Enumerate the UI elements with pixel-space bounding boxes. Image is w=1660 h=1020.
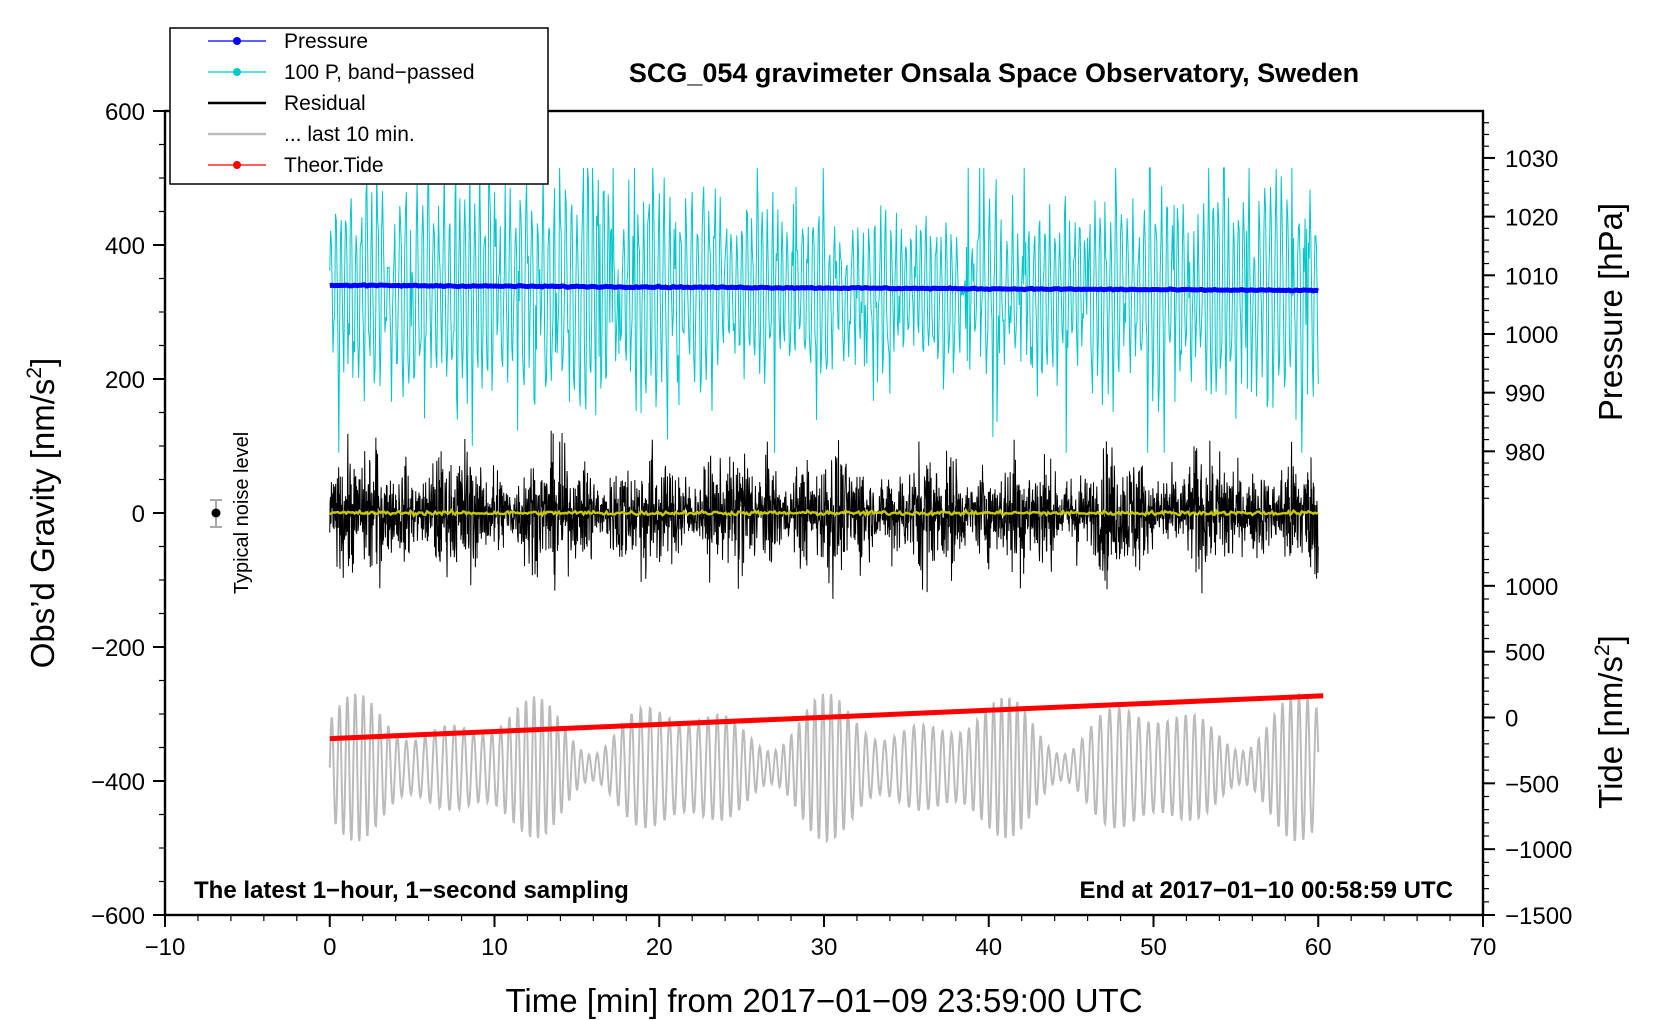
pressure-line bbox=[329, 282, 1319, 294]
legend-item: Residual bbox=[208, 92, 366, 115]
x-tick-label: 50 bbox=[1140, 934, 1167, 961]
noise-level-marker: Typical noise level bbox=[210, 432, 253, 594]
series-band-passed-pressure bbox=[329, 167, 1319, 453]
y-tick-label: −400 bbox=[91, 769, 145, 796]
x-tick-label: 70 bbox=[1470, 934, 1497, 961]
residual-line bbox=[329, 430, 1319, 599]
x-axis-label: Time [min] from 2017−01−09 23:59:00 UTC bbox=[505, 982, 1142, 1019]
legend-item: ... last 10 min. bbox=[208, 123, 415, 146]
legend-box bbox=[169, 27, 549, 185]
residual-smoothed-line bbox=[329, 507, 1319, 518]
chart-title: SCG_054 gravimeter Onsala Space Observat… bbox=[629, 58, 1359, 88]
legend-swatch-marker bbox=[233, 161, 241, 169]
left-y-axis-label-end: ] bbox=[24, 358, 61, 367]
pressure-tick-label: 1030 bbox=[1505, 146, 1558, 173]
pressure-tick-label: 1010 bbox=[1505, 263, 1558, 290]
legend-label: Theor.Tide bbox=[284, 154, 384, 177]
noise-point bbox=[211, 508, 221, 518]
tide-tick-label: −1000 bbox=[1505, 837, 1572, 864]
x-tick-label: 0 bbox=[323, 934, 336, 961]
legend-item: 100 P, band−passed bbox=[208, 61, 475, 84]
pressure-axis: 1030 1020 1010 1000 990 980 bbox=[1483, 122, 1558, 499]
tide-tick-label: 1000 bbox=[1505, 574, 1558, 601]
pressure-tick-label: 990 bbox=[1505, 381, 1545, 408]
end-time-annotation: End at 2017−01−10 00:58:59 UTC bbox=[1079, 877, 1453, 904]
tide-axis: 1000 500 0 −500 −1000 −1500 bbox=[1483, 532, 1572, 930]
x-axis: −10 0 10 20 30 40 50 60 70 bbox=[145, 915, 1497, 961]
series-residual-smoothed bbox=[329, 507, 1319, 518]
series-layer bbox=[328, 167, 1324, 845]
legend-label: Residual bbox=[284, 92, 366, 115]
legend-label: Pressure bbox=[284, 30, 368, 53]
pressure-tick-label: 1020 bbox=[1505, 205, 1558, 232]
left-y-axis-label: Obs’d Gravity [nm/s2] bbox=[23, 358, 61, 669]
left-y-axis: 600 400 200 0 −200 −400 −600 bbox=[91, 99, 165, 930]
pressure-tick-label: 1000 bbox=[1505, 322, 1558, 349]
tide-axis-label-sup: 2 bbox=[1591, 644, 1614, 656]
tide-tick-label: 0 bbox=[1505, 706, 1518, 733]
theoretical-tide-line bbox=[329, 693, 1324, 742]
sampling-annotation: The latest 1−hour, 1−second sampling bbox=[194, 877, 629, 904]
x-tick-label: 60 bbox=[1305, 934, 1332, 961]
legend-swatch-marker bbox=[233, 68, 241, 76]
y-tick-label: 400 bbox=[105, 233, 145, 260]
x-tick-label: 40 bbox=[975, 934, 1002, 961]
left-y-axis-label-sup: 2 bbox=[23, 367, 46, 379]
tide-axis-label-main: Tide [nm/s bbox=[1592, 656, 1629, 809]
series-pressure bbox=[329, 282, 1319, 294]
tide-tick-label: −500 bbox=[1505, 771, 1559, 798]
series-theoretical-tide bbox=[329, 693, 1324, 742]
legend-label: 100 P, band−passed bbox=[284, 61, 475, 84]
tide-tick-label: 500 bbox=[1505, 640, 1545, 667]
tide-axis-label-end: ] bbox=[1592, 635, 1629, 644]
legend-label: ... last 10 min. bbox=[284, 123, 415, 146]
y-tick-label: 600 bbox=[105, 99, 145, 126]
legend: Pressure 100 P, band−passed Residual ... la… bbox=[169, 27, 549, 185]
band-passed-pressure-line bbox=[329, 167, 1319, 453]
tide-axis-label: Tide [nm/s2] bbox=[1591, 635, 1629, 809]
legend-item: Theor.Tide bbox=[208, 154, 384, 177]
x-tick-label: 30 bbox=[811, 934, 838, 961]
y-tick-label: −600 bbox=[91, 903, 145, 930]
y-tick-label: 0 bbox=[132, 501, 145, 528]
x-tick-label: 10 bbox=[481, 934, 508, 961]
left-y-axis-label-main: Obs’d Gravity [nm/s bbox=[24, 379, 61, 669]
y-tick-label: 200 bbox=[105, 367, 145, 394]
x-tick-label: 20 bbox=[646, 934, 673, 961]
series-residual bbox=[329, 430, 1319, 599]
x-tick-label: −10 bbox=[145, 934, 186, 961]
pressure-axis-label: Pressure [hPa] bbox=[1592, 203, 1629, 421]
legend-swatch-marker bbox=[233, 37, 241, 45]
legend-item: Pressure bbox=[208, 30, 368, 53]
pressure-tick-label: 980 bbox=[1505, 439, 1545, 466]
y-tick-label: −200 bbox=[91, 635, 145, 662]
noise-level-label: Typical noise level bbox=[231, 432, 253, 594]
tide-tick-label: −1500 bbox=[1505, 903, 1572, 930]
